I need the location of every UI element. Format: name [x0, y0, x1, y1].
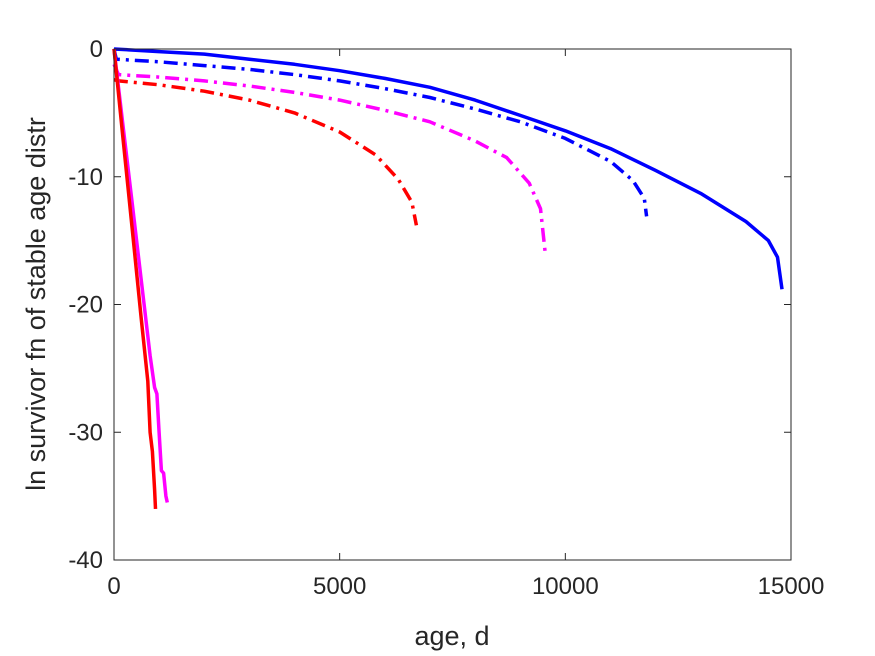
y-tick-label: -40 [68, 547, 103, 574]
series-line-1 [113, 47, 784, 290]
series-line-4 [113, 78, 419, 226]
x-tick-label: 5000 [313, 573, 366, 600]
x-tick-label: 10000 [532, 573, 599, 600]
y-tick-label: 0 [90, 36, 103, 63]
x-tick-label: 0 [107, 573, 120, 600]
y-tick-label: -20 [68, 292, 103, 319]
plot-area [114, 49, 791, 560]
series-line-5 [112, 48, 170, 503]
y-tick-label: -10 [68, 164, 103, 191]
axes-layer: 0 5000 10000 15000 0 -10 -20 -30 -40 [68, 36, 824, 600]
x-tick-label: 15000 [758, 573, 825, 600]
series-line-3 [112, 63, 547, 251]
x-axis-label: age, d [414, 621, 489, 651]
y-tick-label: -30 [68, 419, 103, 446]
y-axis-label: ln survivor fn of stable age distr [21, 117, 51, 491]
series-line-2 [112, 48, 649, 217]
series-line-6 [112, 48, 158, 509]
series-layer [112, 47, 784, 509]
